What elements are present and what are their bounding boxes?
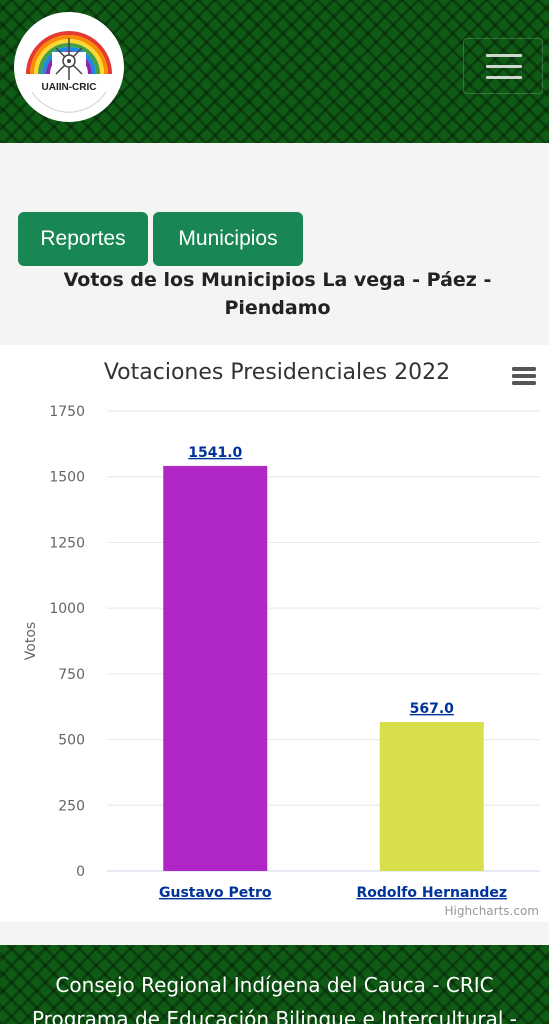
uaiin-cric-logo[interactable]: UAIIN-CRIC (14, 12, 124, 122)
y-tick-label: 500 (58, 733, 85, 749)
y-tick-label: 750 (58, 667, 85, 683)
y-tick-label: 1000 (49, 601, 85, 617)
bar[interactable] (163, 465, 268, 871)
municipios-button[interactable]: Municipios (153, 212, 303, 266)
votes-chart: Votaciones Presidenciales 2022 0 250 500 75… (0, 345, 549, 922)
y-tick-label: 1500 (49, 470, 85, 486)
chart-svg: Votaciones Presidenciales 2022 0 250 500 75… (23, 360, 540, 918)
chart-title: Votaciones Presidenciales 2022 (104, 360, 450, 385)
data-label: 567.0 (410, 701, 455, 717)
chart-credits[interactable]: Highcharts.com (445, 904, 539, 918)
reportes-button[interactable]: Reportes (18, 212, 148, 266)
hamburger-menu-icon (512, 367, 536, 385)
logo-graphic (26, 31, 112, 113)
hamburger-menu-icon-bar (486, 76, 522, 79)
footer-line-1: Consejo Regional Indígena del Cauca - CR… (55, 973, 494, 997)
y-tick-label: 250 (58, 798, 85, 814)
hamburger-menu-icon-bar (486, 65, 522, 68)
x-category-label[interactable]: Rodolfo Hernandez (356, 885, 507, 901)
y-tick-label: 0 (76, 864, 85, 880)
bar[interactable] (379, 721, 484, 871)
site-footer: Consejo Regional Indígena del Cauca - CR… (0, 945, 549, 1024)
data-label: 1541.0 (188, 445, 242, 461)
hamburger-menu-icon (486, 54, 522, 57)
site-header: UAIIN-CRIC (0, 0, 549, 143)
nav-menu-toggle-button[interactable] (463, 38, 543, 94)
logo-text: UAIIN-CRIC (41, 82, 97, 93)
page-title: Votos de los Municipios La vega - Páez -… (63, 269, 492, 319)
y-tick-label: 1750 (49, 404, 85, 420)
y-tick-label: 1250 (49, 535, 85, 551)
x-category-label[interactable]: Gustavo Petro (159, 885, 272, 901)
chart-context-menu-button[interactable] (508, 363, 540, 391)
footer-line-2: Programa de Educación Bilingue e Intercu… (31, 1007, 518, 1024)
y-axis-title: Votos (23, 622, 39, 660)
